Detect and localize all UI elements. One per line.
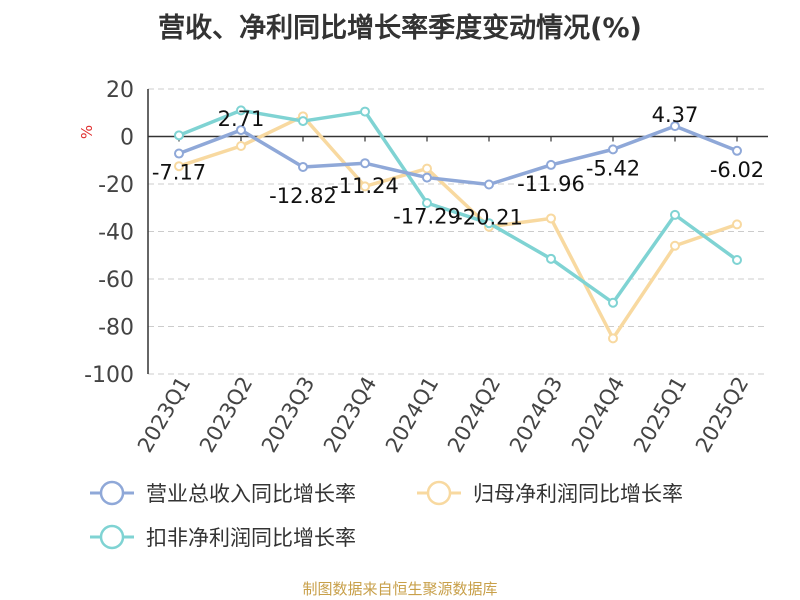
x-tick-label: 2023Q3 (257, 373, 319, 457)
data-point (608, 144, 618, 155)
y-tick-label: 0 (120, 126, 134, 151)
data-point (422, 163, 432, 174)
legend-label: 扣非净利润同比增长率 (146, 526, 356, 550)
data-point (360, 181, 370, 192)
data-label: -20.21 (455, 205, 523, 229)
data-point (174, 130, 184, 141)
data-label: -12.82 (269, 184, 337, 208)
data-point (360, 158, 370, 169)
x-tick-label: 2024Q4 (567, 373, 629, 457)
data-label: -17.29 (393, 205, 461, 229)
data-label: -5.42 (586, 156, 640, 180)
data-point (298, 116, 308, 127)
y-tick-label: -60 (98, 268, 134, 293)
data-point (236, 105, 246, 116)
data-point (236, 125, 246, 136)
data-point (236, 141, 246, 151)
legend-label: 营业总收入同比增长率 (146, 482, 356, 506)
data-point (546, 159, 556, 170)
series-line (178, 124, 738, 187)
y-axis-label: % (78, 125, 96, 139)
data-point (608, 333, 618, 344)
data-point (670, 209, 680, 220)
data-point (174, 161, 184, 172)
data-point (670, 121, 680, 132)
chart-title: 营收、净利同比增长率季度变动情况(%) (158, 13, 642, 44)
legend-marker (99, 524, 125, 550)
data-label: 4.37 (652, 103, 699, 127)
data-point (608, 297, 618, 308)
data-point (174, 148, 184, 159)
data-point (360, 106, 370, 117)
legend-marker (99, 480, 125, 506)
data-point (732, 255, 742, 265)
data-label: -11.96 (517, 172, 585, 196)
legend-marker (426, 480, 452, 506)
series-line (178, 114, 738, 341)
legend-label: 归母净利润同比增长率 (473, 482, 683, 506)
data-point (484, 179, 494, 190)
data-point (732, 145, 742, 156)
data-label: -7.17 (152, 161, 206, 185)
y-tick-label: -20 (98, 173, 134, 198)
y-tick-label: -40 (98, 221, 134, 246)
y-tick-label: -100 (84, 363, 134, 388)
data-point (422, 198, 432, 208)
series-line (178, 108, 739, 305)
x-tick-label: 2024Q2 (443, 373, 505, 457)
data-point (670, 240, 680, 251)
y-tick-label: 20 (106, 78, 134, 103)
data-point (546, 253, 556, 264)
x-tick-label: 2025Q2 (691, 373, 753, 457)
data-point (546, 213, 556, 224)
x-tick-label: 2024Q3 (505, 373, 567, 457)
data-point (422, 172, 432, 183)
data-label: 2.71 (218, 107, 265, 131)
source-note: 制图数据来自恒生聚源数据库 (302, 580, 498, 598)
x-tick-label: 2023Q4 (319, 373, 381, 457)
data-label: -6.02 (710, 158, 764, 182)
y-tick-label: -80 (98, 316, 134, 341)
x-tick-label: 2025Q1 (629, 373, 691, 457)
data-point (298, 161, 308, 172)
x-tick-label: 2023Q1 (133, 373, 195, 457)
x-tick-label: 2024Q1 (381, 373, 443, 457)
data-point (484, 218, 494, 229)
data-point (732, 219, 742, 230)
x-tick-label: 2023Q2 (195, 373, 257, 457)
data-label: -11.24 (331, 174, 399, 198)
